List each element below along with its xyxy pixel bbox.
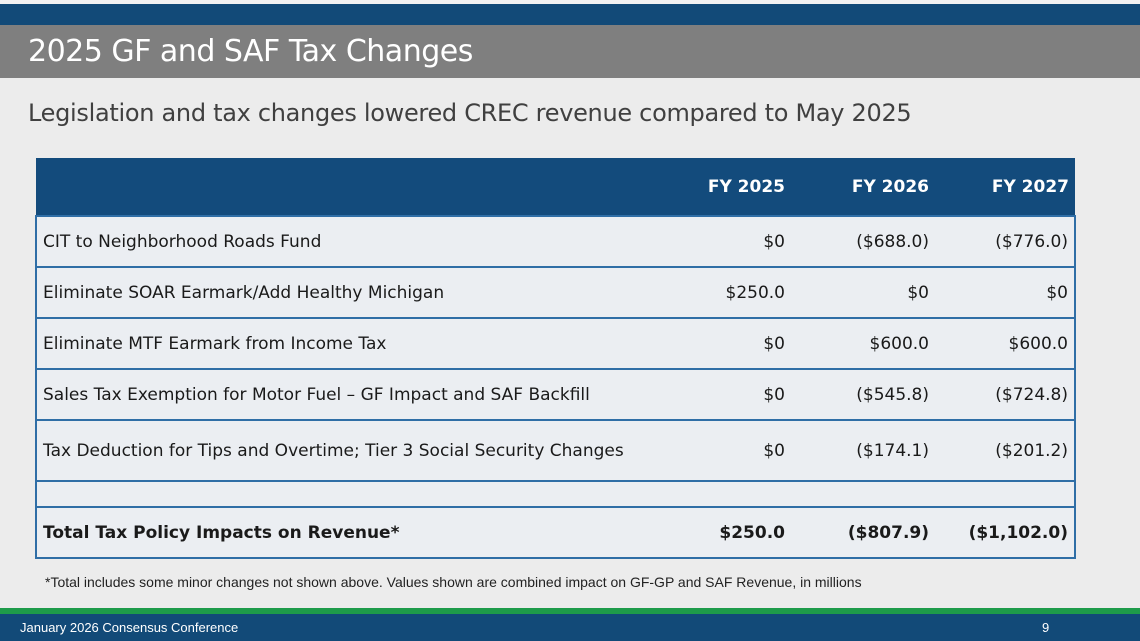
header-blank	[36, 158, 646, 216]
row-value: ($724.8)	[935, 368, 1076, 421]
blank-row	[35, 480, 1076, 508]
title-bar	[0, 25, 1140, 78]
header-fy2027: FY 2027	[935, 158, 1075, 216]
top-band	[0, 4, 1140, 25]
green-divider	[0, 608, 1140, 614]
row-value: $250.0	[646, 266, 791, 319]
row-value: $0	[646, 419, 791, 482]
row-value	[791, 480, 935, 508]
row-value: $600.0	[935, 317, 1076, 370]
row-label: Sales Tax Exemption for Motor Fuel – GF …	[35, 368, 646, 421]
row-value	[935, 480, 1076, 508]
row-value: $0	[935, 266, 1076, 319]
row-value: ($807.9)	[791, 506, 935, 559]
header-fy2026: FY 2026	[791, 158, 935, 216]
row-value: $0	[791, 266, 935, 319]
total-row: Total Tax Policy Impacts on Revenue* $250…	[35, 506, 1076, 559]
row-value: $250.0	[646, 506, 791, 559]
row-label: CIT to Neighborhood Roads Fund	[35, 215, 646, 268]
row-value: $0	[646, 215, 791, 268]
table-row: Eliminate MTF Earmark from Income Tax $0 $…	[35, 317, 1076, 370]
row-value: $0	[646, 317, 791, 370]
table-row: Sales Tax Exemption for Motor Fuel – GF …	[35, 368, 1076, 421]
slide-title: 2025 GF and SAF Tax Changes	[28, 34, 473, 69]
row-value	[646, 480, 791, 508]
row-label: Eliminate SOAR Earmark/Add Healthy Michi…	[35, 266, 646, 319]
top-strip	[0, 0, 1140, 4]
row-label	[35, 480, 646, 508]
row-label: Eliminate MTF Earmark from Income Tax	[35, 317, 646, 370]
page-number: 9	[1042, 620, 1050, 635]
footer-conference: January 2026 Consensus Conference	[20, 620, 239, 635]
header-fy2025: FY 2025	[646, 158, 791, 216]
row-value: ($545.8)	[791, 368, 935, 421]
tax-changes-table: FY 2025 FY 2026 FY 2027 CIT to Neighborh…	[35, 158, 1076, 559]
row-label: Tax Deduction for Tips and Overtime; Tie…	[35, 419, 646, 482]
table-row: CIT to Neighborhood Roads Fund $0 ($688.0)…	[35, 215, 1076, 268]
table-row: Eliminate SOAR Earmark/Add Healthy Michi…	[35, 266, 1076, 319]
slide-subtitle: Legislation and tax changes lowered CREC…	[28, 99, 912, 127]
row-value: ($688.0)	[791, 215, 935, 268]
row-value: $600.0	[791, 317, 935, 370]
footnote: *Total includes some minor changes not s…	[45, 574, 862, 590]
row-value: ($174.1)	[791, 419, 935, 482]
row-value: ($201.2)	[935, 419, 1076, 482]
table-row: Tax Deduction for Tips and Overtime; Tie…	[35, 419, 1076, 482]
table-header: FY 2025 FY 2026 FY 2027	[36, 158, 1075, 216]
row-label: Total Tax Policy Impacts on Revenue*	[35, 506, 646, 559]
footer: January 2026 Consensus Conference 9	[0, 614, 1140, 641]
row-value: ($776.0)	[935, 215, 1076, 268]
row-value: $0	[646, 368, 791, 421]
row-value: ($1,102.0)	[935, 506, 1076, 559]
